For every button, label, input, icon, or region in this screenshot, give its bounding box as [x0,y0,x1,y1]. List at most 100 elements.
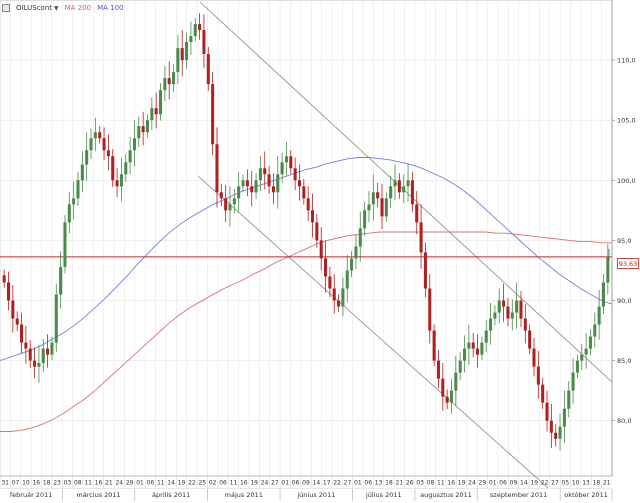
y-tick-label: 80,0 [617,417,631,425]
x-day-label: 01 [489,480,497,487]
ma200-legend[interactable]: MA 200 [64,4,92,12]
candle-body [419,222,423,253]
candle-body [280,162,284,175]
candle-body [354,246,358,259]
candle-body [232,198,236,205]
x-day-label: 19 [530,480,538,487]
candle-body [389,186,393,199]
candle-body [85,150,89,165]
x-day-label: 05 [562,480,570,487]
x-day-label: 26 [406,480,414,487]
candle-body [441,378,445,397]
x-day-label: 06 [147,480,155,487]
candle-body [510,312,514,319]
x-day-label: 02 [209,480,217,487]
x-day-label: 14 [520,480,528,487]
chevron-down-icon: ▼ [54,4,59,12]
candle-body [50,342,54,355]
candle-body [432,330,436,361]
candle-body [367,204,371,211]
candle-body [15,318,19,325]
candle-body [150,108,154,121]
channel-lower-line [197,175,549,489]
candle-body [523,318,527,331]
x-month-label: július 2011 [365,491,402,499]
candle-body [363,210,367,229]
candle-body [606,256,610,283]
x-day-label: 06 [499,480,507,487]
candle-body [397,180,401,193]
ma100-legend[interactable]: MA 100 [97,4,124,12]
y-tick-label: 85,0 [617,357,631,365]
candle-body [476,348,480,355]
candle-body [384,198,388,217]
candle-body [406,180,410,187]
x-day-label: 25 [198,480,206,487]
candle-body [549,420,553,433]
last-price-badge: 93,63 [617,258,639,269]
x-day-label: 03 [416,480,424,487]
candle-body [584,348,588,355]
candle-body [276,174,280,193]
candle-body [315,222,319,241]
candle-body [46,348,50,355]
candle-body [350,258,354,271]
candle-body [575,360,579,373]
candle-body [6,282,11,301]
candle-body [98,132,102,139]
candle-body [215,144,219,193]
x-day-label: 10 [22,480,30,487]
candle-body [562,408,566,427]
chart-icon[interactable] [2,4,10,12]
symbol-selector[interactable]: OILUScont ▼ [16,4,59,12]
candle-body [41,348,45,364]
candle-body [198,24,202,31]
candle-body [180,48,184,61]
candle-body [137,126,141,139]
candle-body [24,342,28,349]
candle-body [202,30,206,55]
candle-body [597,306,601,325]
candle-body [128,150,132,163]
x-day-label: 22 [333,480,341,487]
candle-body [454,372,458,391]
x-day-label: 17 [323,480,331,487]
candle-body [471,342,475,349]
candle-body [554,432,558,439]
candle-body [102,138,106,151]
candle-body [63,222,67,267]
candle-body [588,336,592,349]
candle-body [106,150,110,157]
candle-body [445,396,449,403]
candle-body [28,348,32,361]
candle-body [271,186,275,193]
candle-body [558,426,562,439]
x-month-label: október 2011 [564,491,608,499]
channel-upper-line [199,1,613,383]
candle-body [380,198,384,217]
candle-body [11,300,15,319]
plot-area [0,0,613,477]
candle-body [284,156,288,163]
x-day-label: 07 [12,480,20,487]
candle-body [571,372,575,391]
candle-body [601,282,606,307]
candle-body [20,324,24,343]
y-tick-label: 110,0 [617,57,636,65]
candle-body [76,180,80,199]
candle-body [72,198,76,205]
candle-body [154,108,158,115]
candle-body [132,138,136,151]
x-day-label: 31 [1,480,9,487]
candle-body [185,42,189,61]
candle-body [141,126,145,133]
candle-body [515,300,519,313]
candle-body [306,198,310,211]
x-day-label: 09 [302,480,310,487]
x-day-label: 18 [385,480,393,487]
x-day-label: 22 [188,480,196,487]
x-day-label: 11 [437,480,445,487]
candle-body [328,276,332,289]
